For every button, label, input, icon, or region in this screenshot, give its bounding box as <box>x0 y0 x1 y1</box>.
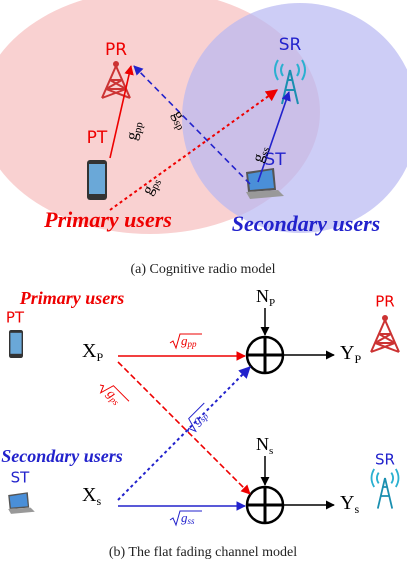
node-label: SR <box>279 35 302 55</box>
link-label: gpp <box>123 119 146 142</box>
label-base: N <box>256 286 269 306</box>
link-label: gps <box>99 384 130 408</box>
node-label: PR <box>375 293 394 311</box>
link-ps <box>117 361 251 495</box>
link-label: gpp <box>169 333 202 350</box>
label-sub: pp <box>131 120 145 134</box>
label-base: N <box>256 434 269 454</box>
node-label: PR <box>105 40 127 60</box>
link-pp <box>109 65 134 159</box>
label-sub: ss <box>258 145 272 157</box>
signal-label: XP <box>82 340 103 364</box>
label-base: g <box>123 130 141 141</box>
label-sub: P <box>96 350 103 364</box>
signal-label: YP <box>340 342 361 366</box>
group-label: Primary users <box>43 207 172 232</box>
node-label: SR <box>375 451 395 469</box>
pt-phone <box>87 160 107 200</box>
signal-label: Ys <box>340 492 359 516</box>
label-sub: P <box>354 352 361 366</box>
secondary-region <box>182 3 407 233</box>
group-label: Primary users <box>19 288 125 308</box>
st-laptop <box>8 492 35 514</box>
node-label: ST <box>264 150 286 170</box>
link-ps <box>109 89 278 211</box>
label-sub: pp <box>187 339 198 349</box>
node-label: PT <box>87 128 108 148</box>
label-sub: s <box>354 502 359 516</box>
label-base: Y <box>340 342 354 364</box>
caption: (a) Cognitive radio model <box>130 262 275 277</box>
label-sub: s <box>269 445 273 457</box>
link-label: gss <box>249 143 272 165</box>
label-base: X <box>82 484 97 506</box>
pr-tower <box>370 314 400 353</box>
node-label: PT <box>6 309 25 327</box>
svg-text:gss: gss <box>181 510 195 526</box>
link-ss <box>257 91 291 183</box>
label-base: X <box>82 340 97 362</box>
label-sub: s <box>96 494 101 508</box>
label-sub: P <box>269 297 275 309</box>
label-sub: ss <box>188 516 196 526</box>
signal-label: Xs <box>82 484 101 508</box>
label-base: Y <box>340 492 354 514</box>
link-label: gss <box>169 510 202 527</box>
label-base: g <box>181 333 188 348</box>
caption: (b) The flat fading channel model <box>109 545 297 560</box>
svg-text:gpp: gpp <box>181 333 197 349</box>
link-sp <box>117 366 251 501</box>
pt-phone <box>9 330 23 358</box>
sr-tower <box>370 468 400 510</box>
sum-node <box>245 335 285 375</box>
group-label: Secondary users <box>232 211 381 236</box>
label-base: g <box>181 510 188 525</box>
signal-label: Ns <box>256 434 273 456</box>
group-label: Secondary users <box>1 446 123 466</box>
signal-label: NP <box>256 286 275 308</box>
sum-node <box>245 485 285 525</box>
link-sp <box>133 65 251 185</box>
node-label: ST <box>11 469 31 487</box>
